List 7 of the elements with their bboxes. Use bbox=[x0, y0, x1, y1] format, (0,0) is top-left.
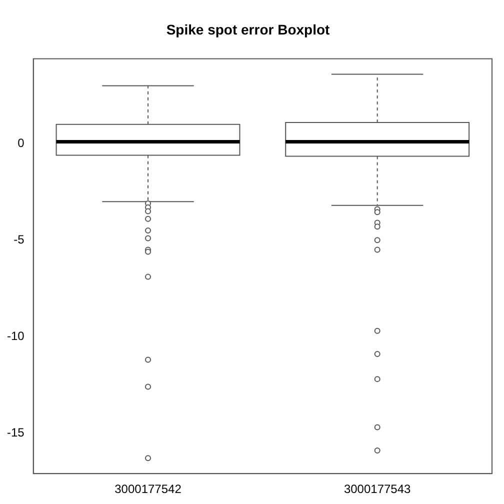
chart-title: Spike spot error Boxplot bbox=[166, 21, 330, 38]
y-tick-label: 0 bbox=[18, 136, 25, 150]
x-tick-label: 3000177543 bbox=[344, 482, 412, 496]
x-tick-label: 3000177542 bbox=[114, 482, 182, 496]
y-tick-label: -5 bbox=[14, 232, 25, 246]
y-tick-label: -15 bbox=[7, 425, 25, 440]
y-tick-label: -10 bbox=[7, 328, 25, 343]
